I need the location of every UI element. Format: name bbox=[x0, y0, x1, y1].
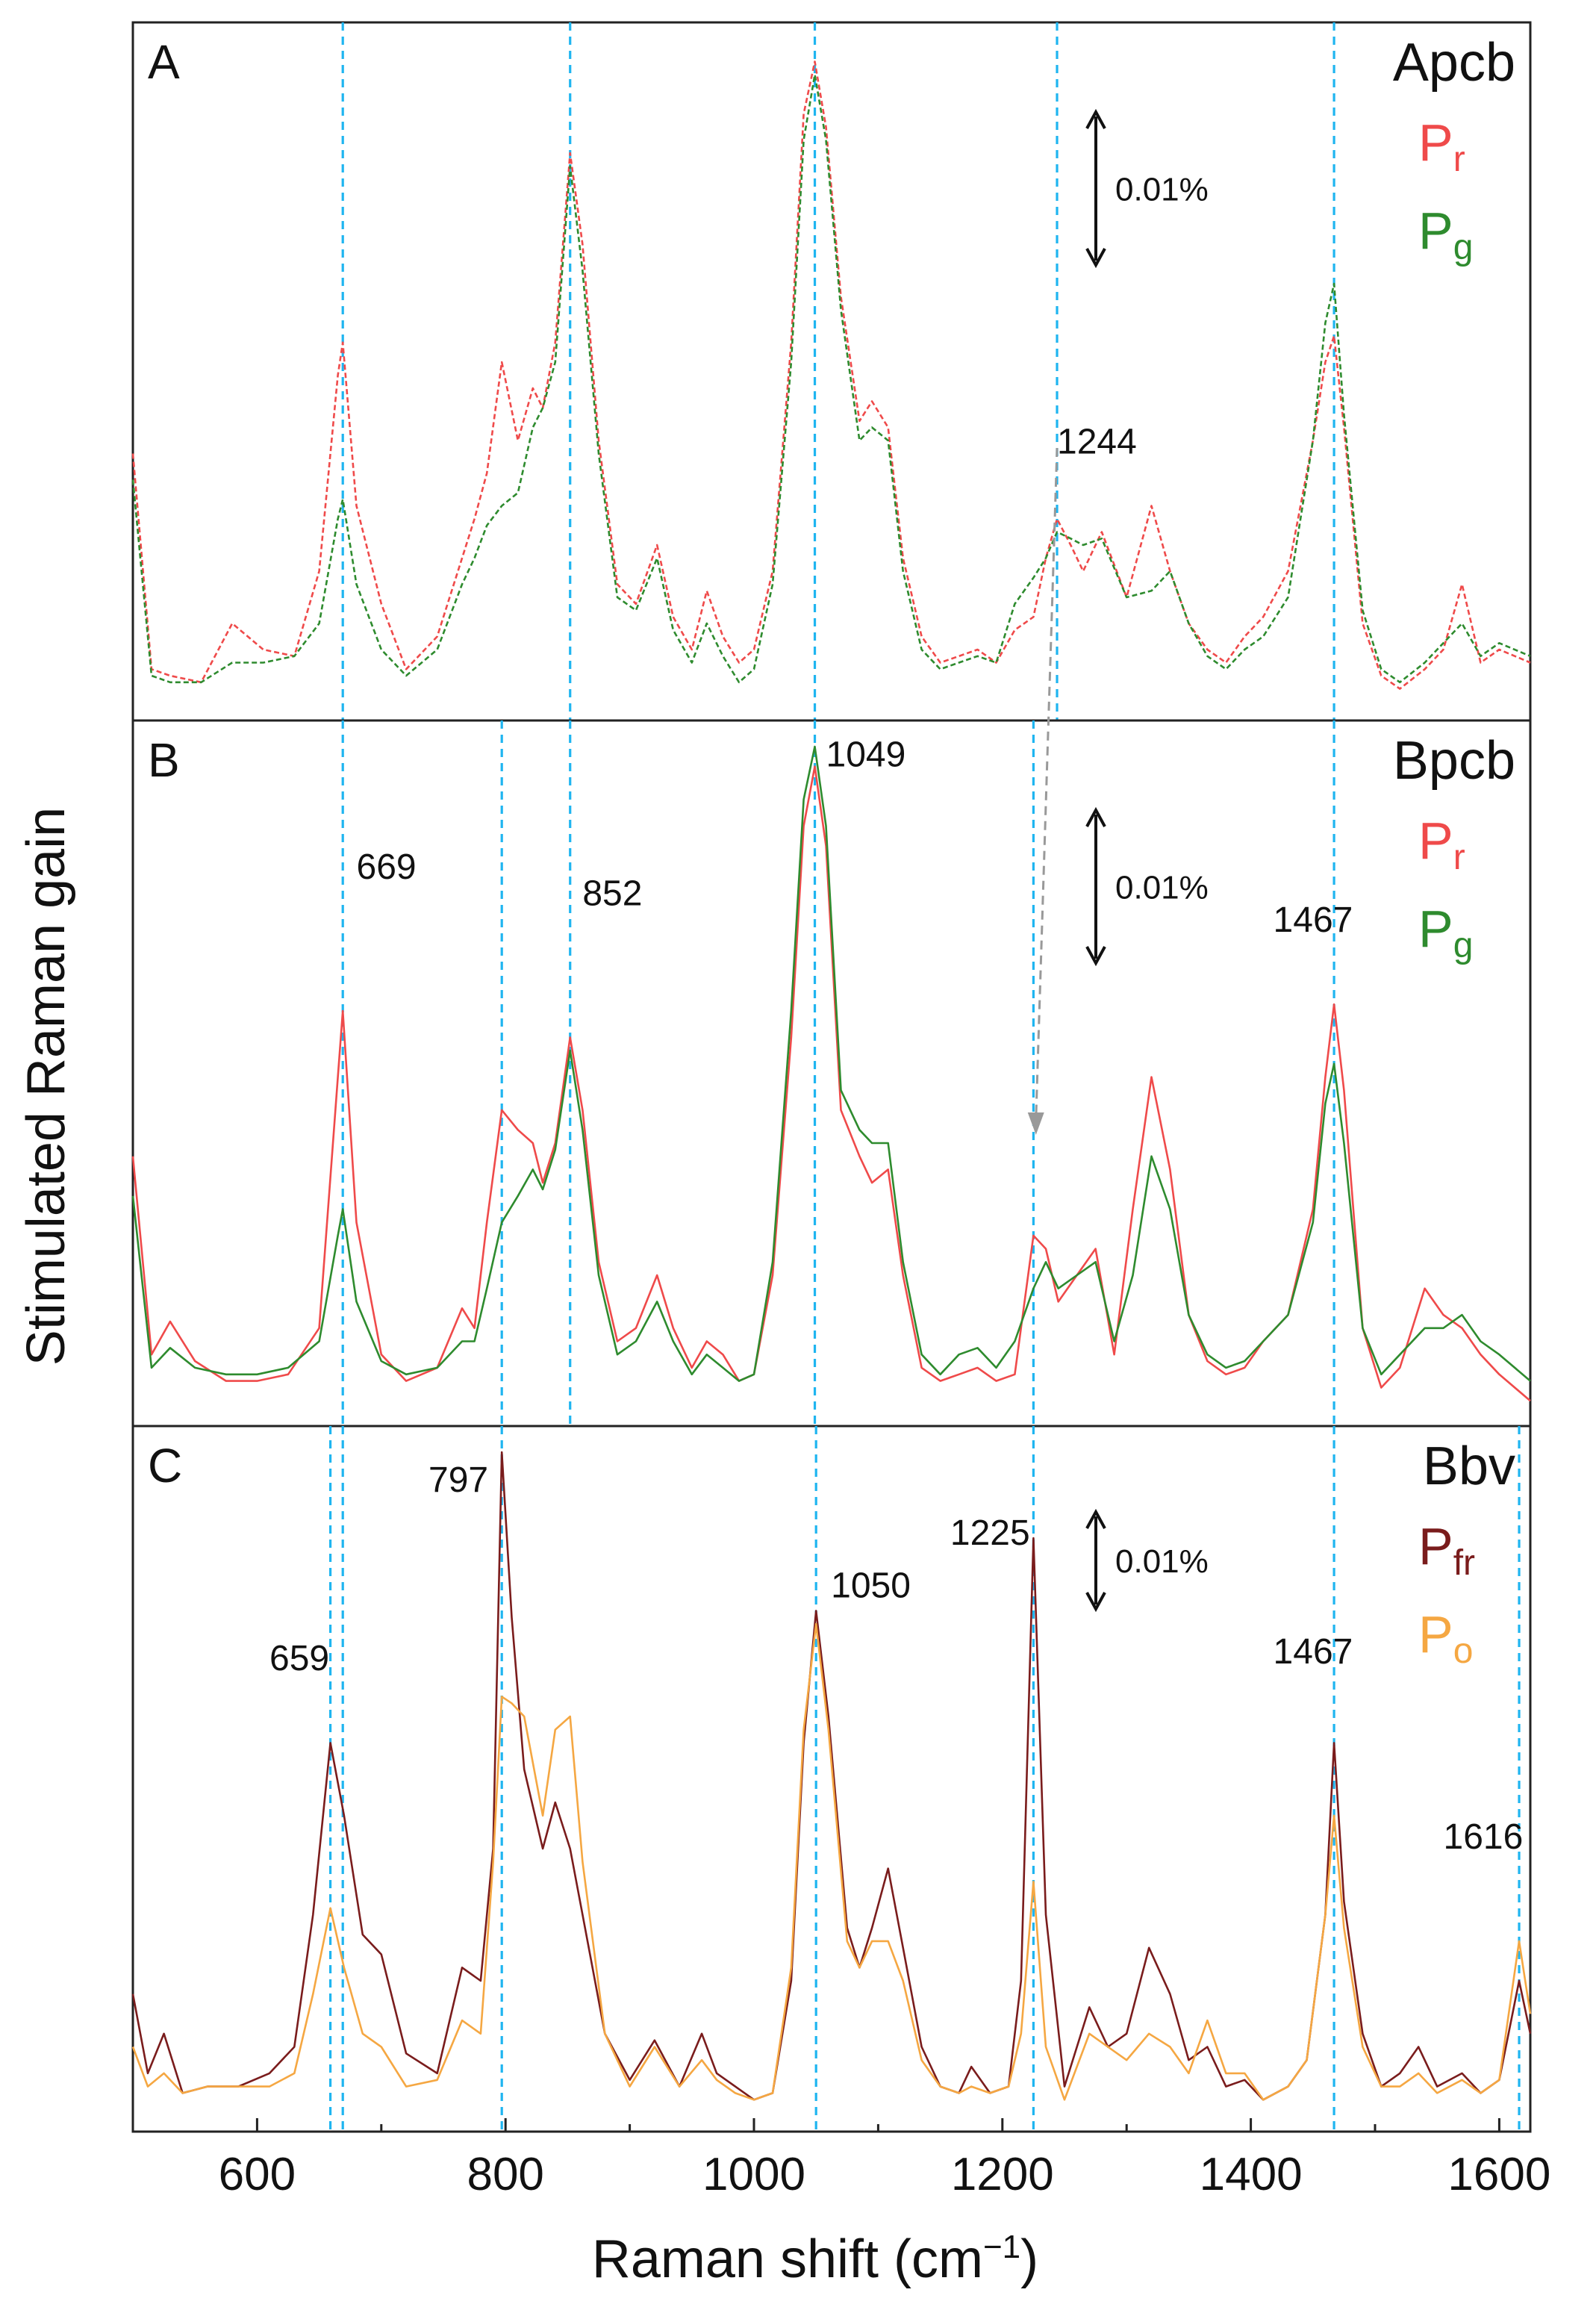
peak-label-1049: 1049 bbox=[826, 735, 906, 775]
panel-letter: B bbox=[148, 733, 180, 787]
legend-subscript: g bbox=[1453, 926, 1474, 965]
series-pg-line bbox=[131, 73, 1531, 684]
shift-arrow-head bbox=[1027, 1112, 1044, 1135]
scale-bar-arrow-up bbox=[1085, 1508, 1106, 1529]
scale-bar: 0.01% bbox=[1085, 1508, 1209, 1613]
legend-entry-po: Po bbox=[1418, 1605, 1473, 1671]
shift-arrow bbox=[1027, 447, 1059, 1135]
legend-subscript: r bbox=[1453, 140, 1465, 179]
legend-entry-pr: Pr bbox=[1418, 113, 1465, 179]
peak-label-797: 797 bbox=[428, 1460, 488, 1500]
x-axis-title: Raman shift (cm−1) bbox=[592, 2229, 1038, 2289]
x-tick-label-600: 600 bbox=[219, 2149, 296, 2200]
x-tick-label-1000: 1000 bbox=[702, 2149, 805, 2200]
scale-bar-label: 0.01% bbox=[1115, 870, 1209, 906]
legend-symbol: P bbox=[1418, 812, 1453, 870]
series-pg-line bbox=[131, 745, 1531, 1382]
series-po-line bbox=[131, 1622, 1532, 2101]
legend-entry-pfr: Pfr bbox=[1418, 1517, 1475, 1583]
x-axis: 600 800 1000 1200 1400 1600 bbox=[131, 2118, 1550, 2200]
legend-subscript: fr bbox=[1453, 1543, 1475, 1583]
peak-label-1050: 1050 bbox=[831, 1566, 911, 1606]
panel-frame bbox=[131, 1425, 1532, 2133]
legend-subscript: r bbox=[1453, 838, 1465, 877]
legend-symbol: P bbox=[1418, 202, 1453, 260]
panel-letter: A bbox=[148, 35, 180, 89]
panel-title: Apcb bbox=[1393, 33, 1515, 93]
legend-subscript: g bbox=[1453, 228, 1474, 267]
legend-subscript: o bbox=[1453, 1631, 1474, 1671]
legend-symbol: P bbox=[1418, 900, 1453, 958]
x-tick-label-1200: 1200 bbox=[951, 2149, 1054, 2200]
scale-bar: 0.01% bbox=[1085, 108, 1209, 269]
scale-bar: 0.01% bbox=[1085, 806, 1209, 967]
legend-entry-pg: Pg bbox=[1418, 202, 1473, 267]
panel-title: Bbv bbox=[1423, 1437, 1515, 1496]
scale-bar-label: 0.01% bbox=[1115, 1543, 1209, 1580]
peak-label-1244: 1244 bbox=[1057, 423, 1137, 462]
peak-label-659: 659 bbox=[269, 1639, 329, 1678]
panel-letter: C bbox=[148, 1439, 182, 1493]
shift-arrow-line bbox=[1035, 447, 1059, 1121]
peak-label-669: 669 bbox=[357, 847, 417, 887]
scale-bar-arrow-down bbox=[1085, 1592, 1106, 1613]
panel-title: Bpcb bbox=[1393, 731, 1515, 791]
y-axis-title: Stimulated Raman gain bbox=[16, 807, 76, 1366]
legend-entry-pg: Pg bbox=[1418, 900, 1473, 965]
peak-label-1467: 1467 bbox=[1274, 900, 1353, 940]
peak-label-1467: 1467 bbox=[1274, 1632, 1353, 1672]
scale-bar-arrow-down bbox=[1085, 946, 1106, 967]
scale-bar-label: 0.01% bbox=[1115, 172, 1209, 208]
peak-label-1225: 1225 bbox=[950, 1513, 1030, 1553]
scale-bar-arrow-down bbox=[1085, 248, 1106, 269]
x-tick-label-1400: 1400 bbox=[1200, 2149, 1303, 2200]
x-tick-label-800: 800 bbox=[467, 2149, 543, 2200]
legend-entry-pr: Pr bbox=[1418, 812, 1465, 877]
peak-label-1616: 1616 bbox=[1444, 1817, 1524, 1857]
scale-bar-arrow-up bbox=[1085, 108, 1106, 129]
legend-symbol: P bbox=[1418, 1605, 1453, 1663]
series-pr-line bbox=[131, 60, 1531, 690]
legend-symbol: P bbox=[1418, 1517, 1453, 1575]
peak-label-852: 852 bbox=[582, 874, 642, 913]
scale-bar-arrow-up bbox=[1085, 806, 1106, 827]
legend-symbol: P bbox=[1418, 113, 1453, 172]
x-tick-label-1600: 1600 bbox=[1447, 2149, 1550, 2200]
